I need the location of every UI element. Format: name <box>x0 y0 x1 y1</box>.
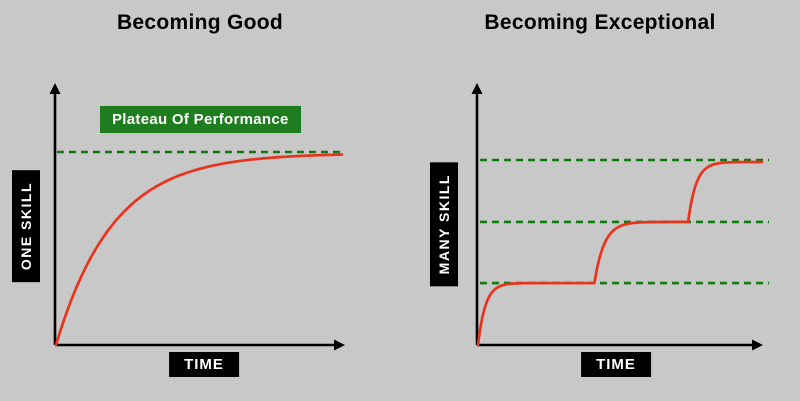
right-x-axis-arrow-icon <box>752 339 763 351</box>
right-chart-title: Becoming Exceptional <box>484 11 716 34</box>
left-chart-canvas <box>49 83 345 351</box>
right-y-axis-label: MANY SKILL <box>430 162 458 287</box>
right-y-axis-arrow-icon <box>471 83 483 94</box>
right-chart-canvas <box>471 83 769 351</box>
left-chart-panel: Becoming Good ONE SKILL TIME Plateau Of … <box>12 11 345 377</box>
right-chart-panel: Becoming Exceptional MANY SKILL TIME <box>400 0 800 401</box>
right-x-axis-label: TIME <box>581 352 651 377</box>
learning-curve <box>476 160 764 347</box>
left-x-axis-label: TIME <box>169 352 239 377</box>
left-y-axis-arrow-icon <box>49 83 61 94</box>
left-x-axis-arrow-icon <box>334 339 345 351</box>
plateau-of-performance-label: Plateau Of Performance <box>100 106 301 133</box>
left-y-axis-label: ONE SKILL <box>12 170 40 283</box>
left-chart-title: Becoming Good <box>116 11 284 34</box>
learning-curve <box>54 153 344 347</box>
